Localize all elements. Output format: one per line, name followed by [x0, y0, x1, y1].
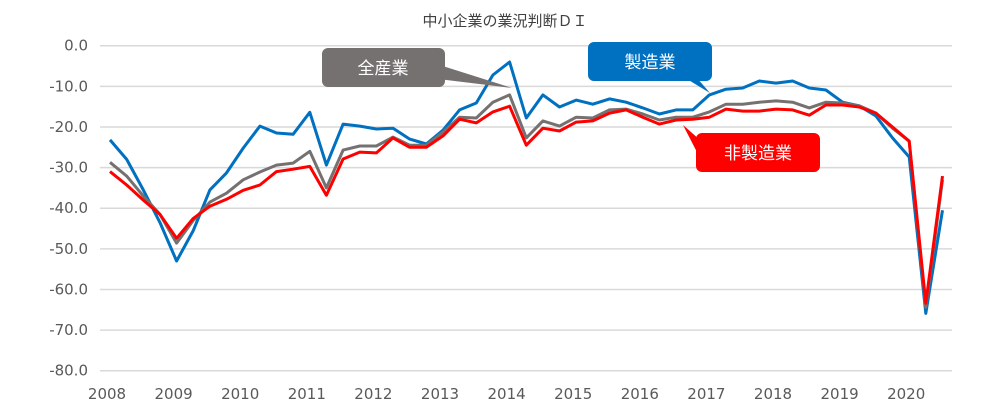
gridlines [100, 44, 952, 372]
x-tick-label: 2013 [421, 385, 459, 403]
y-tick-label: -30.0 [49, 159, 88, 177]
x-tick-label: 2011 [288, 385, 326, 403]
series-lines [108, 60, 944, 315]
x-tick-label: 2019 [821, 385, 859, 403]
callout-box [588, 42, 712, 81]
x-tick-label: 2018 [754, 385, 792, 403]
y-tick-label: -20.0 [49, 118, 88, 136]
series-line-0 [108, 60, 944, 315]
callout-all-industries: 全産業 [322, 48, 512, 88]
y-tick-label: -40.0 [49, 199, 88, 217]
callout-pointer [430, 62, 512, 88]
y-tick-label: -80.0 [49, 362, 88, 380]
callout-non-manufacturing: 非製造業 [683, 125, 820, 172]
callout-box [696, 133, 820, 172]
y-tick-label: 0.0 [64, 37, 88, 55]
x-tick-label: 2008 [88, 385, 126, 403]
chart-title: 中小企業の業況判断ＤＩ [422, 12, 587, 30]
x-tick-label: 2012 [354, 385, 392, 403]
y-tick-label: -70.0 [49, 321, 88, 339]
x-tick-label: 2015 [554, 385, 592, 403]
callout-pointer [683, 125, 700, 158]
callout-label: 非製造業 [724, 144, 792, 164]
callout-label: 全産業 [358, 59, 409, 79]
x-tick-label: 2010 [221, 385, 259, 403]
callout-box [322, 48, 445, 87]
x-tick-label: 2014 [488, 385, 526, 403]
x-tick-label: 2009 [155, 385, 193, 403]
callout-label: 製造業 [625, 53, 676, 73]
x-tick-label: 2016 [621, 385, 659, 403]
x-tick-label: 2017 [687, 385, 725, 403]
y-tick-label: -50.0 [49, 240, 88, 258]
series-line-1 [109, 93, 944, 309]
callout-manufacturing: 製造業 [588, 42, 712, 93]
x-tick-label: 2020 [887, 385, 925, 403]
series-line-2 [109, 103, 944, 305]
x-axis-ticks: 2008 2009 2010 2011 2012 2013 2014 2015 2016 2017… [88, 385, 925, 403]
y-axis-ticks: 0.0 -10.0 -20.0 -30.0 -40.0 -50.0 -60.0 -70.0 -8… [49, 37, 88, 380]
y-tick-label: -10.0 [49, 77, 88, 95]
y-tick-label: -60.0 [49, 280, 88, 298]
